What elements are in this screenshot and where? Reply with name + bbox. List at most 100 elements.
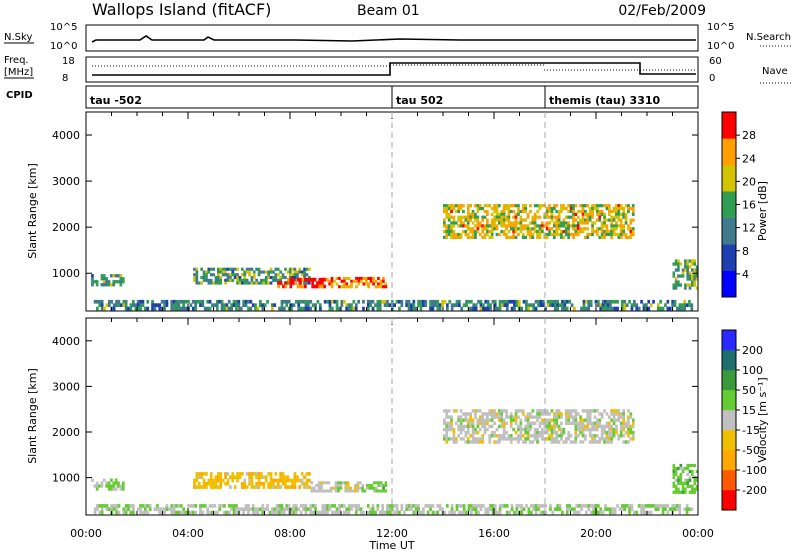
echo-cell — [450, 230, 453, 234]
echo-cell — [481, 230, 484, 234]
echo-cell — [591, 227, 594, 231]
echo-cell — [195, 472, 199, 476]
echo-cell — [447, 230, 451, 234]
echo-cell — [189, 303, 193, 307]
echo-cell — [589, 303, 593, 307]
echo-cell — [320, 484, 323, 487]
echo-cell — [596, 218, 599, 222]
echo-cell — [536, 230, 539, 234]
echo-cell — [603, 212, 606, 216]
echo-cell — [191, 306, 195, 311]
echo-cell — [462, 437, 465, 441]
echo-cell — [199, 303, 202, 307]
echo-cell — [553, 235, 556, 239]
echo-cell — [108, 507, 111, 511]
echo-cell — [610, 427, 613, 432]
echo-cell — [586, 204, 590, 208]
echo-cell — [529, 440, 532, 444]
echo-cell — [490, 235, 494, 239]
echo-cell — [331, 504, 334, 508]
echo-cell — [319, 303, 322, 307]
echo-cell — [199, 504, 202, 508]
echo-cell — [329, 486, 333, 490]
echo-cell — [200, 276, 203, 280]
echo-cell — [146, 306, 150, 311]
echo-cell — [441, 507, 444, 511]
echo-cell — [608, 207, 611, 211]
echo-cell — [197, 482, 201, 486]
echo-cell — [452, 434, 456, 438]
beam-title: Beam 01 — [357, 3, 420, 19]
echo-cell — [139, 303, 142, 307]
echo-cell — [279, 478, 282, 483]
echo-cell — [609, 510, 612, 515]
echo-cell — [110, 274, 113, 278]
echo-cell — [690, 507, 694, 511]
echo-cell — [631, 232, 635, 237]
echo-cell — [557, 415, 561, 419]
echo-cell — [674, 262, 678, 266]
echo-cell — [482, 504, 485, 508]
echo-cell — [141, 504, 145, 508]
echo-cell — [219, 281, 223, 285]
echo-cell — [693, 481, 696, 485]
echo-cell — [512, 221, 515, 225]
echo-cell — [661, 306, 665, 311]
echo-cell — [553, 232, 556, 237]
echo-cell — [545, 421, 549, 425]
echo-cell — [275, 510, 279, 515]
echo-cell — [214, 478, 218, 483]
echo-cell — [517, 204, 520, 208]
echo-cell — [629, 437, 633, 441]
echo-cell — [502, 221, 506, 225]
echo-cell — [557, 224, 561, 228]
echo-cell — [594, 504, 598, 508]
echo-cell — [172, 303, 176, 307]
echo-cell — [541, 299, 545, 304]
echo-cell — [272, 276, 275, 280]
echo-cell — [572, 415, 575, 419]
echo-cell — [608, 440, 611, 444]
colorbar-tick-label: 20 — [742, 175, 756, 188]
echo-cell — [136, 303, 140, 307]
echo-cell — [536, 204, 539, 208]
echo-cell — [197, 485, 201, 489]
echo-cell — [308, 267, 311, 271]
echo-cell — [584, 418, 587, 422]
echo-cell — [553, 224, 556, 228]
echo-cell — [354, 303, 358, 307]
echo-cell — [560, 230, 563, 234]
echo-cell — [610, 440, 613, 444]
echo-cell — [469, 227, 472, 231]
echo-cell — [631, 421, 635, 425]
echo-cell — [558, 507, 562, 511]
echo-cell — [214, 281, 218, 285]
echo-cell — [235, 507, 238, 511]
echo-cell — [481, 224, 484, 228]
echo-cell — [514, 204, 518, 208]
echo-cell — [631, 437, 635, 441]
echo-cell — [603, 235, 606, 239]
echo-cell — [598, 215, 602, 219]
echo-cell — [417, 303, 420, 307]
echo-cell — [245, 278, 249, 282]
colorbar-tick-label: -15 — [742, 424, 760, 437]
echo-cell — [627, 415, 630, 419]
echo-cell — [476, 224, 480, 228]
echo-cell — [455, 235, 458, 239]
echo-cell — [596, 418, 599, 422]
echo-cell — [304, 504, 308, 508]
echo-cell — [553, 418, 556, 422]
echo-cell — [217, 278, 220, 282]
echo-cell — [194, 299, 197, 304]
echo-cell — [573, 507, 576, 511]
echo-cell — [488, 418, 492, 422]
echo-cell — [337, 486, 340, 490]
echo-cell — [459, 232, 463, 237]
echo-cell — [460, 504, 464, 508]
echo-cell — [469, 215, 472, 219]
echo-cell — [296, 284, 300, 289]
echo-cell — [600, 424, 604, 429]
echo-cell — [531, 440, 535, 444]
echo-cell — [671, 299, 674, 304]
